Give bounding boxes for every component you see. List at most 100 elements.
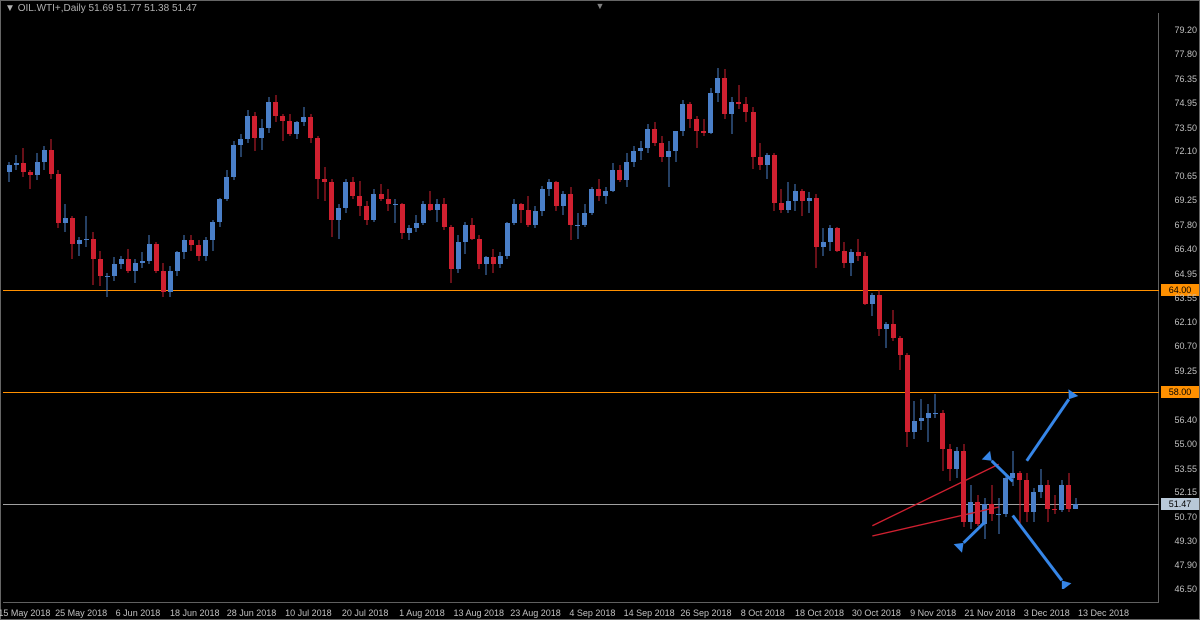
candle: [617, 13, 622, 589]
candle: [273, 13, 278, 589]
candle: [638, 13, 643, 589]
y-tick-label: 67.80: [1174, 220, 1197, 230]
symbol-label: OIL.WTI+,Daily: [18, 3, 86, 14]
chart-window[interactable]: ▼ ▼ OIL.WTI+,Daily 51.69 51.77 51.38 51.…: [0, 0, 1200, 620]
candle: [828, 13, 833, 589]
candle: [856, 13, 861, 589]
candle: [161, 13, 166, 589]
candle: [554, 13, 559, 589]
candle: [982, 13, 987, 589]
x-tick-label: 8 Oct 2018: [741, 608, 785, 618]
candle: [758, 13, 763, 589]
y-tick-label: 59.25: [1174, 366, 1197, 376]
candle: [603, 13, 608, 589]
candle: [329, 13, 334, 589]
y-tick-label: 55.00: [1174, 439, 1197, 449]
candle: [821, 13, 826, 589]
candle: [175, 13, 180, 589]
candle: [252, 13, 257, 589]
y-tick-label: 72.10: [1174, 146, 1197, 156]
y-tick-label: 74.95: [1174, 98, 1197, 108]
candle: [63, 13, 68, 589]
candle: [105, 13, 110, 589]
candle: [35, 13, 40, 589]
candle: [428, 13, 433, 589]
candle: [793, 13, 798, 589]
candle: [736, 13, 741, 589]
candle: [456, 13, 461, 589]
candle: [498, 13, 503, 589]
candle: [231, 13, 236, 589]
candle: [694, 13, 699, 589]
candle: [442, 13, 447, 589]
candle: [751, 13, 756, 589]
y-tick-label: 66.40: [1174, 244, 1197, 254]
candle: [491, 13, 496, 589]
candle: [84, 13, 89, 589]
candle: [926, 13, 931, 589]
candle: [42, 13, 47, 589]
candle: [877, 13, 882, 589]
candle: [224, 13, 229, 589]
candle: [652, 13, 657, 589]
candle: [673, 13, 678, 589]
candle: [940, 13, 945, 589]
candle: [343, 13, 348, 589]
candle: [807, 13, 812, 589]
candle: [1073, 13, 1078, 589]
candle: [126, 13, 131, 589]
y-tick-label: 76.35: [1174, 74, 1197, 84]
candle: [561, 13, 566, 589]
x-tick-label: 18 Jun 2018: [170, 608, 220, 618]
candle: [477, 13, 482, 589]
candle: [631, 13, 636, 589]
candle: [975, 13, 980, 589]
x-tick-label: 26 Sep 2018: [680, 608, 731, 618]
candle: [1038, 13, 1043, 589]
candle: [449, 13, 454, 589]
candle: [849, 13, 854, 589]
candle: [407, 13, 412, 589]
x-tick-label: 25 May 2018: [55, 608, 107, 618]
candle: [168, 13, 173, 589]
y-tick-label: 56.40: [1174, 415, 1197, 425]
candle: [701, 13, 706, 589]
x-tick-label: 30 Oct 2018: [852, 608, 901, 618]
candle: [765, 13, 770, 589]
candle: [294, 13, 299, 589]
candle: [870, 13, 875, 589]
candle: [1031, 13, 1036, 589]
candle: [533, 13, 538, 589]
chart-plot-area[interactable]: 64.0058.0051.47: [3, 13, 1159, 603]
candle: [400, 13, 405, 589]
candle: [70, 13, 75, 589]
candle: [898, 13, 903, 589]
x-tick-label: 15 May 2018: [0, 608, 50, 618]
candle: [575, 13, 580, 589]
candle: [1010, 13, 1015, 589]
candle: [891, 13, 896, 589]
candle: [308, 13, 313, 589]
x-tick-label: 9 Nov 2018: [910, 608, 956, 618]
candle: [301, 13, 306, 589]
candle: [947, 13, 952, 589]
dropdown-arrow-icon[interactable]: ▼: [596, 1, 605, 11]
candle: [1024, 13, 1029, 589]
candle: [28, 13, 33, 589]
y-tick-label: 46.50: [1174, 584, 1197, 594]
candle: [842, 13, 847, 589]
candle: [779, 13, 784, 589]
x-tick-label: 18 Oct 2018: [795, 608, 844, 618]
x-tick-label: 14 Sep 2018: [624, 608, 675, 618]
y-tick-label: 63.55: [1174, 293, 1197, 303]
candle: [266, 13, 271, 589]
y-axis: 79.2077.8076.3574.9573.5072.1070.6569.25…: [1158, 13, 1199, 603]
candle: [259, 13, 264, 589]
candle: [989, 13, 994, 589]
candle: [414, 13, 419, 589]
candle: [1059, 13, 1064, 589]
candle: [238, 13, 243, 589]
candle: [287, 13, 292, 589]
candle: [182, 13, 187, 589]
candle: [645, 13, 650, 589]
